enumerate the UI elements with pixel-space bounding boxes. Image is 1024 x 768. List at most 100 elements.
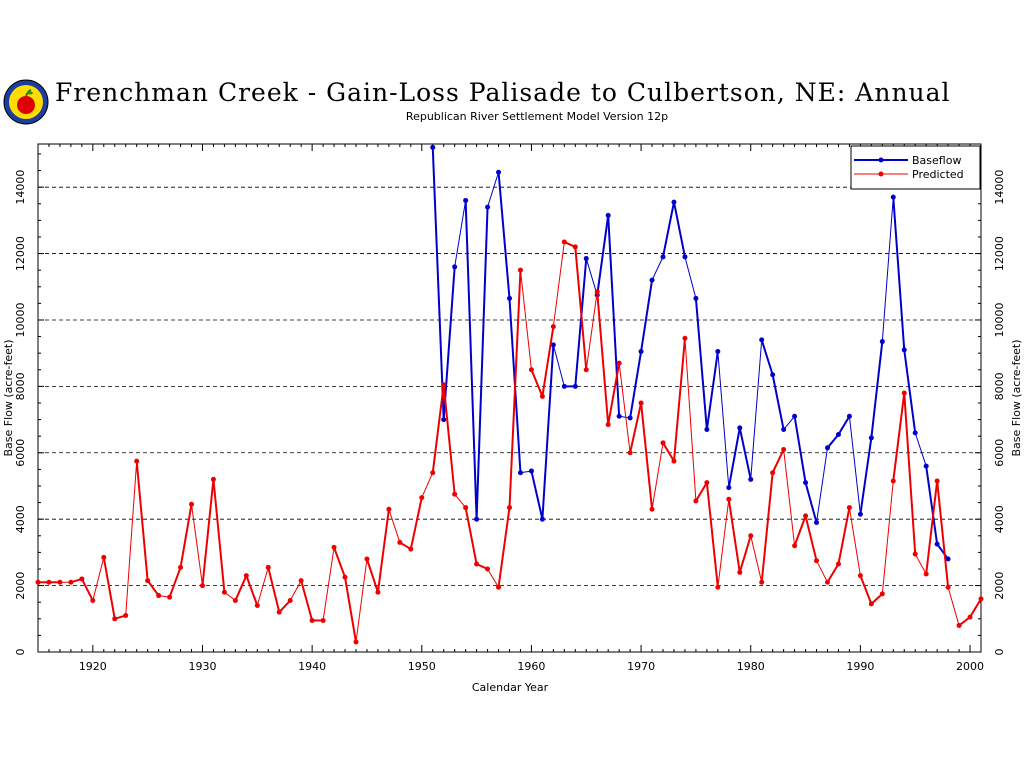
y-tick-label-left: 6000 — [14, 439, 27, 467]
series-segment — [651, 256, 664, 281]
data-point — [507, 505, 512, 511]
series-segment — [574, 246, 588, 370]
data-point — [583, 367, 589, 373]
series-segment — [125, 461, 138, 616]
series-segment — [431, 384, 445, 473]
data-point — [68, 579, 74, 585]
data-point — [496, 584, 502, 590]
series-segment — [837, 507, 851, 565]
series-segment — [135, 460, 149, 581]
y-tick-label-right: 12000 — [993, 236, 1006, 271]
data-point — [814, 558, 820, 564]
series-segment — [409, 497, 423, 550]
series-segment — [738, 535, 752, 573]
series-segment — [783, 449, 796, 546]
x-tick-label: 1970 — [627, 660, 655, 673]
data-point — [485, 204, 491, 210]
series-segment — [80, 578, 94, 601]
data-point — [803, 480, 809, 486]
data-point — [561, 383, 567, 389]
data-point — [550, 342, 556, 348]
series-segment — [201, 479, 215, 586]
series-segment — [464, 200, 478, 520]
data-point — [517, 267, 523, 273]
data-point — [452, 264, 458, 270]
data-point — [594, 289, 600, 295]
data-point — [759, 579, 765, 585]
data-point — [463, 197, 469, 203]
series-segment — [640, 279, 654, 352]
series-segment — [793, 416, 807, 483]
data-point — [748, 533, 754, 539]
data-point — [890, 194, 896, 200]
data-point — [364, 556, 370, 562]
gridlines — [38, 186, 981, 586]
series-segment — [892, 392, 906, 482]
series-segment — [234, 575, 248, 601]
series-segment — [607, 362, 621, 425]
data-point — [781, 427, 787, 433]
data-point — [912, 430, 918, 436]
data-point — [934, 541, 940, 547]
y-tick-label-left: 8000 — [14, 372, 27, 400]
series-segment — [102, 557, 116, 619]
chart-subtitle: Republican River Settlement Model Versio… — [405, 110, 669, 123]
series-segment — [585, 291, 598, 370]
data-point — [901, 390, 907, 396]
y-tick-label-right: 6000 — [993, 439, 1006, 467]
data-point — [835, 432, 841, 438]
data-point — [956, 622, 962, 628]
legend-predicted-label: Predicted — [912, 168, 964, 181]
series-segment — [256, 567, 269, 606]
series-segment — [267, 567, 281, 613]
apple-logo-icon — [2, 78, 50, 126]
series-segment — [333, 547, 346, 578]
series-segment — [771, 374, 785, 430]
series-segment — [848, 416, 861, 515]
series-segment — [662, 201, 675, 258]
series-segment — [191, 504, 203, 586]
series-segment — [344, 577, 357, 643]
x-axis-label: Calendar Year — [472, 681, 549, 694]
series-segment — [672, 338, 686, 462]
series-segment — [826, 433, 840, 449]
data-point — [167, 594, 173, 600]
y-axis-label-left: Base Flow (acre-feet) — [2, 340, 15, 457]
y-axis-label-right: Base Flow (acre-feet) — [1010, 340, 1023, 457]
data-point — [539, 393, 545, 399]
data-point — [682, 335, 688, 341]
data-point — [693, 498, 699, 504]
data-point — [452, 491, 458, 497]
data-point — [397, 539, 403, 545]
data-point — [945, 556, 951, 562]
data-point — [923, 463, 929, 469]
data-point — [682, 254, 688, 260]
series-segment — [750, 339, 763, 480]
data-point — [221, 589, 227, 595]
series-group — [35, 144, 984, 645]
data-point — [145, 578, 151, 584]
x-tick-label: 1930 — [188, 660, 216, 673]
series-segment — [596, 291, 610, 425]
series-segment — [914, 553, 927, 575]
series-segment — [672, 201, 686, 258]
data-point — [408, 546, 414, 552]
data-point — [660, 254, 666, 260]
data-point — [737, 569, 743, 575]
data-point — [496, 169, 502, 175]
data-point — [824, 579, 830, 585]
data-point — [90, 598, 96, 604]
series-segment — [892, 197, 906, 350]
data-point — [474, 561, 480, 567]
data-point — [430, 470, 436, 476]
data-point — [934, 478, 940, 484]
series-segment — [366, 558, 379, 593]
data-point — [276, 609, 282, 615]
series-segment — [684, 338, 697, 501]
data-point — [737, 425, 743, 431]
series-segment — [936, 543, 949, 560]
data-point — [441, 417, 447, 423]
data-point — [528, 468, 534, 474]
data-point — [419, 495, 425, 501]
series-segment — [925, 480, 939, 575]
